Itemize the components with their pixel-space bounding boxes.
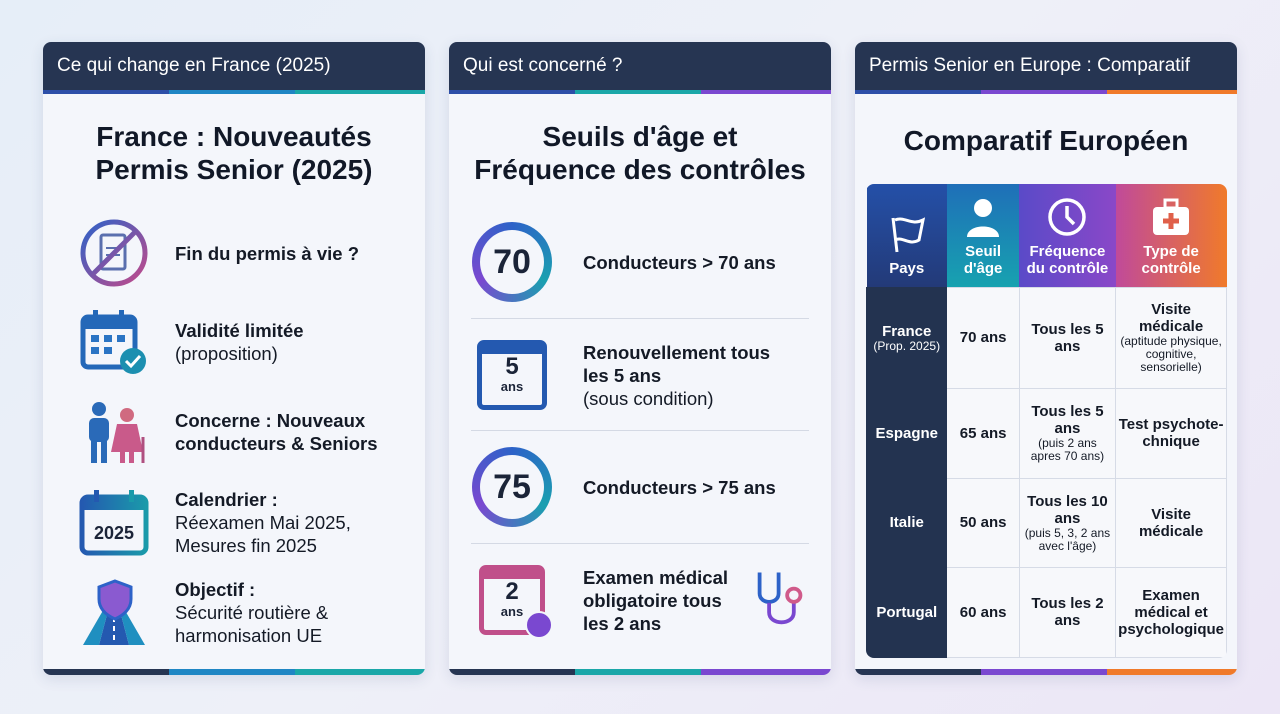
item-title: Calendrier : bbox=[175, 488, 278, 510]
age-cell: 50 ans bbox=[946, 477, 1020, 568]
age-cell: 70 ans bbox=[946, 286, 1020, 389]
road-shield-icon bbox=[83, 579, 145, 645]
item-title: Validité limitée bbox=[175, 320, 304, 341]
control-type-cell: Test psychote-chnique bbox=[1115, 387, 1227, 479]
item-text: Réexamen Mai 2025, Mesures fin 2025 bbox=[175, 511, 351, 556]
column-header: Pays bbox=[866, 184, 947, 287]
column-header: Type de contrôle bbox=[1115, 184, 1227, 287]
comparison-table: Pays Seuil d'âge Fréquence du contrôle T… bbox=[866, 184, 1227, 658]
panel-title: Comparatif Européen bbox=[903, 125, 1189, 156]
item-title: Objectif : bbox=[175, 578, 256, 600]
item-title: Renouvellement tous les 5 ans bbox=[583, 341, 771, 386]
control-type-cell: Visite médicale bbox=[1115, 477, 1227, 568]
header-stripe bbox=[449, 90, 831, 94]
calendar-2-clock-icon: 2 ans bbox=[479, 565, 545, 635]
age-75-icon: 75 bbox=[472, 447, 552, 527]
footer-stripe bbox=[43, 669, 425, 675]
panel-header: Permis Senior en Europe : Comparatif bbox=[855, 42, 1237, 90]
frequency-cell: Tous les 5 ans (puis 2 ans apres 70 ans) bbox=[1018, 387, 1117, 479]
table-row: Espagne 65 ans Tous les 5 ans (puis 2 ans… bbox=[866, 387, 1227, 479]
clock-icon bbox=[1048, 197, 1087, 236]
header-stripe bbox=[43, 90, 425, 94]
panel-france-changes: Ce qui change en France (2025) France : … bbox=[43, 42, 425, 675]
medical-kit-icon bbox=[1153, 198, 1190, 235]
item-title: Concerne : Nouveaux conducteurs & Senior… bbox=[175, 410, 378, 454]
header-stripe bbox=[855, 90, 1237, 94]
calendar-check-icon bbox=[80, 310, 146, 374]
divider bbox=[471, 543, 809, 544]
column-header: Seuil d'âge bbox=[946, 184, 1020, 287]
footer-stripe bbox=[855, 669, 1237, 675]
frequency-cell: Tous les 2 ans bbox=[1018, 566, 1117, 658]
frequency-cell: Tous les 10 ans (puis 5, 3, 2 ans avec l'… bbox=[1018, 477, 1117, 568]
item-text: Sécurité routière & harmonisation UE bbox=[175, 601, 329, 646]
panel-title: France : Nouveautés Permis Senior (2025) bbox=[95, 121, 373, 185]
table-row: Portugal 60 ans Tous les 2 ans Examen mé… bbox=[866, 566, 1227, 658]
list-item: Objectif : Sécurité routière & harmonisat… bbox=[79, 572, 415, 652]
list-item: 70 Conducteurs > 70 ans bbox=[471, 206, 809, 318]
no-license-icon bbox=[80, 219, 148, 287]
item-text: (proposition) bbox=[175, 343, 278, 364]
divider bbox=[471, 430, 809, 431]
seniors-icon bbox=[89, 402, 145, 463]
list-item: Fin du permis à vie ? bbox=[79, 213, 415, 293]
list-item: Validité limitée (proposition) bbox=[79, 302, 415, 382]
country-cell: Portugal bbox=[866, 566, 948, 658]
control-type-cell: Examen médical et psychologique bbox=[1115, 566, 1227, 658]
country-cell: Italie bbox=[866, 477, 948, 568]
item-text: (sous condition) bbox=[583, 387, 714, 409]
table-row: Italie 50 ans Tous les 10 ans (puis 5, 3,… bbox=[866, 477, 1227, 568]
svg-text:2025: 2025 bbox=[94, 523, 134, 543]
item-title: Examen médical obligatoire tous les 2 an… bbox=[583, 566, 728, 634]
country-cell: Espagne bbox=[866, 387, 948, 479]
frequency-cell: Tous les 5 ans bbox=[1018, 286, 1117, 389]
control-type-cell: Visite médicale (aptitude physique, cogni… bbox=[1115, 286, 1227, 389]
calendar-2025-icon: 2025 bbox=[79, 490, 149, 556]
list-item: 75 Conducteurs > 75 ans bbox=[471, 431, 809, 543]
panel-who-concerned: Qui est concerné ? Seuils d'âge et Fréque… bbox=[449, 42, 831, 675]
calendar-5-icon: 5 ans bbox=[477, 340, 547, 410]
list-item: 5 ans Renouvellement tous les 5 ans (sous … bbox=[471, 319, 809, 431]
table-row: France (Prop. 2025) 70 ans Tous les 5 ans… bbox=[866, 286, 1227, 389]
panel-title: Seuils d'âge et Fréquence des contrôles bbox=[474, 121, 806, 185]
panel-header: Ce qui change en France (2025) bbox=[43, 42, 425, 90]
stethoscope-icon bbox=[757, 572, 803, 625]
panel-europe-comparison: Permis Senior en Europe : Comparatif Com… bbox=[855, 42, 1237, 675]
list-item: Concerne : Nouveaux conducteurs & Senior… bbox=[79, 392, 415, 472]
age-cell: 65 ans bbox=[946, 387, 1020, 479]
panel-header: Qui est concerné ? bbox=[449, 42, 831, 90]
column-header: Fréquence du contrôle bbox=[1019, 184, 1116, 287]
item-title: Fin du permis à vie ? bbox=[175, 242, 360, 264]
age-cell: 60 ans bbox=[946, 566, 1020, 658]
age-70-icon: 70 bbox=[472, 222, 552, 302]
item-title: Conducteurs > 75 ans bbox=[583, 476, 776, 498]
person-icon bbox=[967, 198, 1000, 237]
item-title: Conducteurs > 70 ans bbox=[583, 251, 776, 273]
country-cell: France (Prop. 2025) bbox=[866, 286, 948, 389]
list-item: 2 ans Examen médical obligatoire tous les… bbox=[471, 544, 809, 656]
footer-stripe bbox=[449, 669, 831, 675]
flag-icon bbox=[891, 216, 925, 252]
divider bbox=[471, 318, 809, 319]
list-item: 2025 Calendrier : Réexamen Mai 2025, Mesu… bbox=[79, 482, 415, 562]
